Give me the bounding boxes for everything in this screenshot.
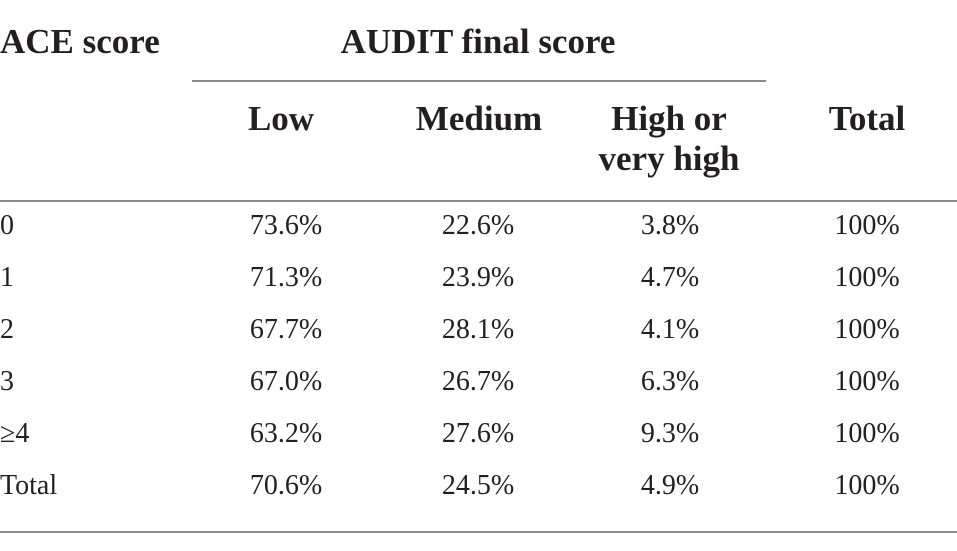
cell-low: 67.0% [249, 366, 323, 397]
header-rule [0, 200, 957, 202]
cell-medium: 23.9% [441, 262, 515, 293]
cell-total: 100% [834, 470, 900, 501]
cell-total: 100% [834, 262, 900, 293]
cell-low: 71.3% [249, 262, 323, 293]
cell-low: 67.7% [249, 314, 323, 345]
cell-low: 70.6% [249, 470, 323, 501]
row-label: 2 [0, 314, 14, 345]
cell-medium: 26.7% [441, 366, 515, 397]
column-header-total: Total [828, 99, 906, 138]
cell-medium: 24.5% [441, 470, 515, 501]
column-header-medium: Medium [415, 99, 543, 138]
cell-medium: 28.1% [441, 314, 515, 345]
cell-total: 100% [834, 366, 900, 397]
row-label: 3 [0, 366, 14, 397]
row-label: 0 [0, 210, 14, 241]
cell-low: 73.6% [249, 210, 323, 241]
column-header-low: Low [247, 99, 315, 138]
cell-total: 100% [834, 418, 900, 449]
cell-high: 4.7% [640, 262, 700, 293]
column-header-high-or-very-high: High or very high [598, 99, 740, 178]
bottom-rule [0, 531, 957, 533]
cell-high: 9.3% [640, 418, 700, 449]
group-header-rule [192, 80, 766, 82]
cell-medium: 22.6% [441, 210, 515, 241]
cell-medium: 27.6% [441, 418, 515, 449]
cell-high: 4.1% [640, 314, 700, 345]
cell-high: 3.8% [640, 210, 700, 241]
audit-final-score-header: AUDIT final score [340, 22, 616, 61]
ace-score-header: ACE score [0, 22, 160, 61]
row-label: ≥4 [0, 418, 30, 449]
cell-low: 63.2% [249, 418, 323, 449]
cell-high: 4.9% [640, 470, 700, 501]
row-label: Total [0, 470, 58, 501]
cell-total: 100% [834, 210, 900, 241]
cell-high: 6.3% [640, 366, 700, 397]
cell-total: 100% [834, 314, 900, 345]
row-label: 1 [0, 262, 14, 293]
